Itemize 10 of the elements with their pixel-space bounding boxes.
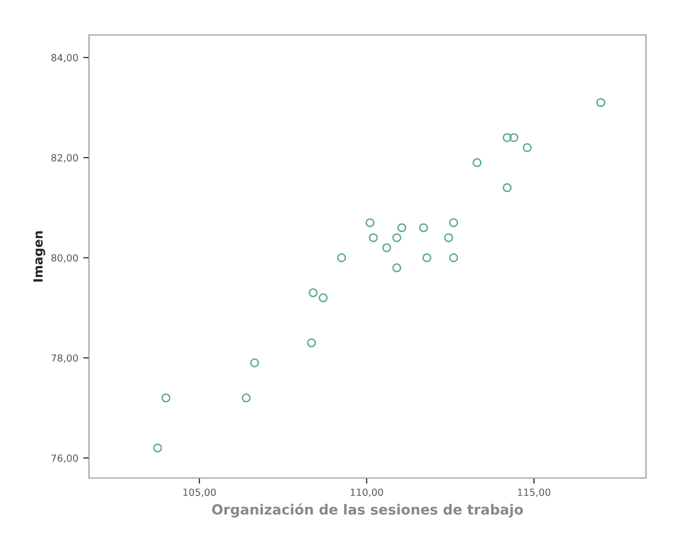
x-tick-label: 110,00	[350, 488, 384, 497]
y-tick-label: 84,00	[51, 54, 78, 62]
x-tick-label: 105,00	[183, 488, 216, 497]
y-tick-label: 76,00	[52, 454, 78, 463]
x-axis-title: Organización de las sesiones de trabajo	[212, 503, 523, 518]
y-tick-label: 82,00	[51, 154, 78, 162]
y-axis-title: Imagen	[33, 231, 46, 282]
y-tick-label: 78,00	[52, 354, 78, 363]
x-tick-label: 115,00	[518, 488, 550, 497]
y-tick-label: 80,00	[51, 254, 78, 263]
